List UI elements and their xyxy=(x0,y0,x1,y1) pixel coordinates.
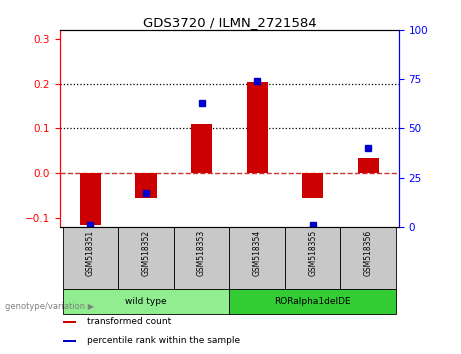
Bar xyxy=(136,173,157,198)
FancyBboxPatch shape xyxy=(63,289,230,314)
Text: transformed count: transformed count xyxy=(87,318,171,326)
Text: RORalpha1delDE: RORalpha1delDE xyxy=(274,297,351,306)
Text: GSM518354: GSM518354 xyxy=(253,230,262,276)
Text: genotype/variation ▶: genotype/variation ▶ xyxy=(5,302,94,311)
Bar xyxy=(63,340,77,342)
Text: percentile rank within the sample: percentile rank within the sample xyxy=(87,336,240,346)
Bar xyxy=(80,173,101,224)
FancyBboxPatch shape xyxy=(340,227,396,289)
Bar xyxy=(63,321,77,323)
Text: GSM518353: GSM518353 xyxy=(197,230,206,276)
FancyBboxPatch shape xyxy=(63,227,118,289)
Text: GSM518356: GSM518356 xyxy=(364,230,372,276)
Bar xyxy=(302,173,323,198)
Bar xyxy=(358,158,379,173)
Text: GSM518351: GSM518351 xyxy=(86,230,95,276)
Bar xyxy=(247,81,268,173)
FancyBboxPatch shape xyxy=(285,227,340,289)
FancyBboxPatch shape xyxy=(118,227,174,289)
FancyBboxPatch shape xyxy=(230,289,396,314)
Title: GDS3720 / ILMN_2721584: GDS3720 / ILMN_2721584 xyxy=(142,16,316,29)
Bar xyxy=(191,124,212,173)
FancyBboxPatch shape xyxy=(230,227,285,289)
FancyBboxPatch shape xyxy=(174,227,230,289)
Text: wild type: wild type xyxy=(125,297,167,306)
Text: GSM518352: GSM518352 xyxy=(142,230,151,276)
Text: GSM518355: GSM518355 xyxy=(308,230,317,276)
